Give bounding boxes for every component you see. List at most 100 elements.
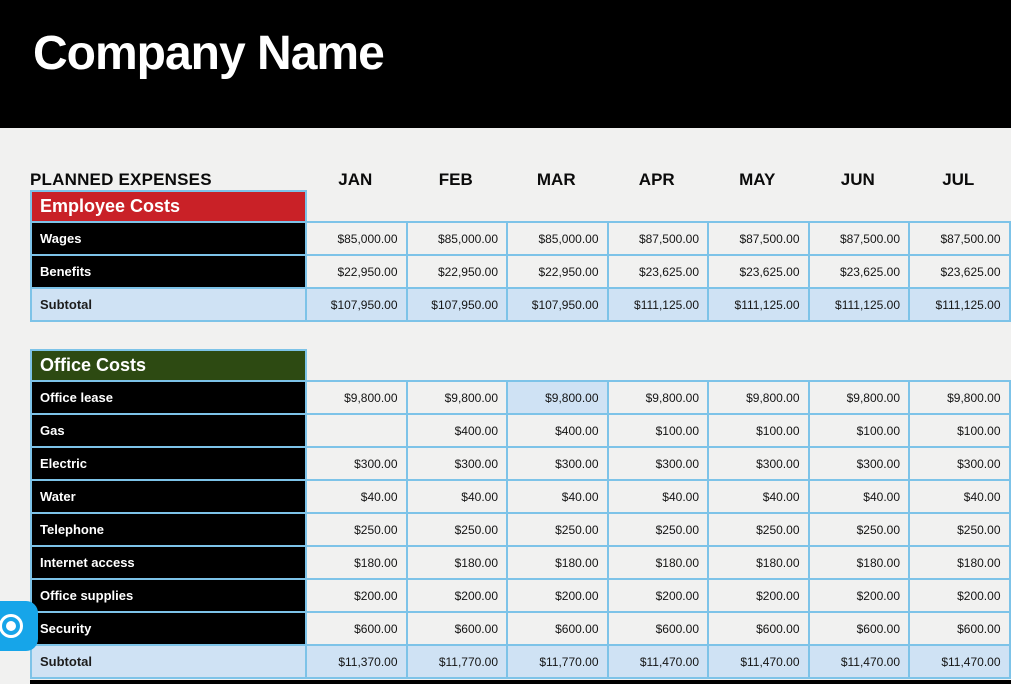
value-cell[interactable]: $9,800.00 [707,380,810,415]
value-cell[interactable]: $87,500.00 [707,221,810,256]
value-cell[interactable]: $300.00 [305,446,408,481]
screen-capture-button[interactable] [0,601,38,651]
value-cell[interactable]: $87,500.00 [908,221,1011,256]
month-header[interactable]: JUL [942,170,975,189]
value-cell[interactable]: $180.00 [707,545,810,580]
value-cell[interactable]: $300.00 [506,446,609,481]
value-cell[interactable]: $400.00 [506,413,609,448]
month-header[interactable]: MAY [739,170,776,189]
value-cell[interactable]: $9,800.00 [606,380,709,415]
value-cell[interactable]: $600.00 [908,611,1011,646]
value-cell[interactable]: $250.00 [305,512,408,547]
value-cell[interactable]: $87,500.00 [807,221,910,256]
section-header[interactable]: Employee Costs [30,190,307,223]
row-label[interactable]: Subtotal [30,287,307,322]
value-cell[interactable]: $11,470.00 [606,644,709,679]
row-label[interactable]: Benefits [30,254,307,289]
value-cell[interactable]: $180.00 [305,545,408,580]
value-cell[interactable]: $22,950.00 [506,254,609,289]
value-cell[interactable]: $23,625.00 [908,254,1011,289]
value-cell[interactable]: $250.00 [908,512,1011,547]
value-cell[interactable]: $11,470.00 [807,644,910,679]
value-cell[interactable]: $85,000.00 [405,221,508,256]
value-cell[interactable]: $300.00 [707,446,810,481]
row-label[interactable]: Wages [30,221,307,256]
value-cell[interactable]: $250.00 [707,512,810,547]
value-cell[interactable]: $200.00 [707,578,810,613]
month-header[interactable]: JUN [840,170,875,189]
value-cell[interactable]: $250.00 [606,512,709,547]
value-cell[interactable]: $11,770.00 [506,644,609,679]
value-cell[interactable]: $40.00 [606,479,709,514]
value-cell[interactable]: $111,125.00 [807,287,910,322]
value-cell[interactable]: $23,625.00 [606,254,709,289]
value-cell[interactable]: $40.00 [908,479,1011,514]
value-cell[interactable]: $600.00 [506,611,609,646]
value-cell[interactable]: $9,800.00 [807,380,910,415]
value-cell[interactable]: $87,500.00 [606,221,709,256]
value-cell[interactable]: $40.00 [707,479,810,514]
value-cell[interactable]: $600.00 [707,611,810,646]
value-cell[interactable]: $200.00 [908,578,1011,613]
value-cell[interactable]: $107,950.00 [305,287,408,322]
value-cell[interactable]: $600.00 [807,611,910,646]
value-cell[interactable]: $200.00 [405,578,508,613]
row-label[interactable]: Office lease [30,380,307,415]
value-cell[interactable]: $9,800.00 [305,380,408,415]
value-cell[interactable]: $600.00 [305,611,408,646]
value-cell[interactable]: $100.00 [606,413,709,448]
value-cell[interactable]: $9,800.00 [908,380,1011,415]
value-cell[interactable]: $250.00 [807,512,910,547]
value-cell[interactable]: $111,125.00 [606,287,709,322]
value-cell[interactable]: $11,770.00 [405,644,508,679]
month-header[interactable]: JAN [338,170,373,189]
value-cell[interactable]: $22,950.00 [405,254,508,289]
value-cell[interactable]: $107,950.00 [506,287,609,322]
value-cell[interactable]: $22,950.00 [305,254,408,289]
row-label[interactable]: Internet access [30,545,307,580]
value-cell[interactable]: $200.00 [807,578,910,613]
value-cell[interactable]: $107,950.00 [405,287,508,322]
value-cell[interactable]: $300.00 [405,446,508,481]
value-cell[interactable]: $40.00 [305,479,408,514]
value-cell[interactable]: $180.00 [908,545,1011,580]
section-header[interactable]: Office Costs [30,349,307,382]
value-cell[interactable]: $100.00 [807,413,910,448]
row-label[interactable]: Gas [30,413,307,448]
value-cell[interactable]: $300.00 [606,446,709,481]
value-cell[interactable]: $111,125.00 [707,287,810,322]
value-cell[interactable]: $200.00 [305,578,408,613]
value-cell[interactable]: $23,625.00 [707,254,810,289]
value-cell[interactable] [305,413,408,448]
selected-value-cell[interactable]: $9,800.00 [506,380,609,415]
value-cell[interactable]: $85,000.00 [506,221,609,256]
value-cell[interactable]: $200.00 [606,578,709,613]
row-label[interactable]: Telephone [30,512,307,547]
value-cell[interactable]: $11,470.00 [707,644,810,679]
value-cell[interactable]: $111,125.00 [908,287,1011,322]
month-header[interactable]: MAR [536,170,576,189]
value-cell[interactable]: $23,625.00 [807,254,910,289]
row-label[interactable]: Water [30,479,307,514]
value-cell[interactable]: $300.00 [807,446,910,481]
row-label[interactable]: Office supplies [30,578,307,613]
value-cell[interactable]: $40.00 [506,479,609,514]
value-cell[interactable]: $300.00 [908,446,1011,481]
value-cell[interactable]: $600.00 [405,611,508,646]
value-cell[interactable]: $180.00 [405,545,508,580]
value-cell[interactable]: $40.00 [405,479,508,514]
value-cell[interactable]: $180.00 [506,545,609,580]
value-cell[interactable]: $200.00 [506,578,609,613]
value-cell[interactable]: $11,470.00 [908,644,1011,679]
value-cell[interactable]: $11,370.00 [305,644,408,679]
value-cell[interactable]: $40.00 [807,479,910,514]
value-cell[interactable]: $100.00 [908,413,1011,448]
value-cell[interactable]: $100.00 [707,413,810,448]
value-cell[interactable]: $85,000.00 [305,221,408,256]
value-cell[interactable]: $9,800.00 [405,380,508,415]
value-cell[interactable]: $400.00 [405,413,508,448]
value-cell[interactable]: $180.00 [606,545,709,580]
value-cell[interactable]: $250.00 [405,512,508,547]
month-header[interactable]: APR [638,170,675,189]
row-label[interactable]: Subtotal [30,644,307,679]
